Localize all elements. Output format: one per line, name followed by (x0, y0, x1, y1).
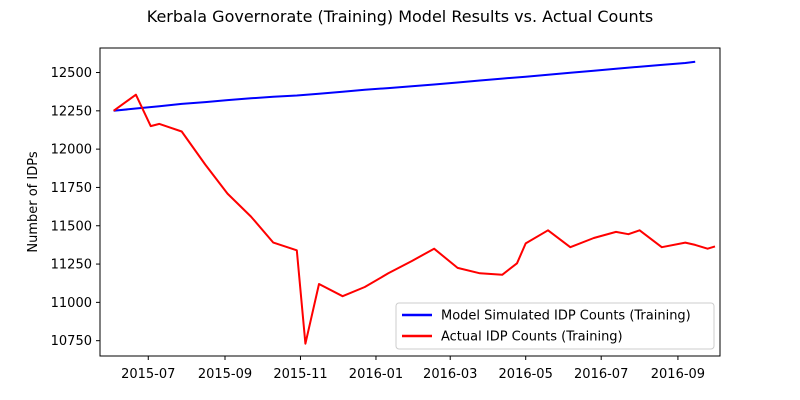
x-tick-label: 2016-09 (651, 367, 705, 382)
legend-label-1: Model Simulated IDP Counts (Training) (441, 309, 691, 324)
x-tick-label: 2016-07 (574, 367, 628, 382)
legend: Model Simulated IDP Counts (Training) Act… (395, 302, 715, 350)
y-tick-label: 12500 (51, 66, 92, 81)
chart-title: Kerbala Governorate (Training) Model Res… (147, 7, 653, 26)
legend-label-2: Actual IDP Counts (Training) (441, 330, 623, 345)
x-tick-label: 2016-01 (349, 367, 403, 382)
y-tick-label: 12250 (51, 104, 92, 119)
series-layer (113, 60, 716, 345)
series-line-2 (113, 93, 716, 345)
x-tick-label: 2015-11 (273, 367, 327, 382)
series-line-1 (113, 60, 696, 112)
y-axis-label: Number of IDPs (26, 151, 41, 252)
y-tick-label: 10750 (51, 334, 92, 349)
y-axis-ticks: 10750 11000 11250 11500 11750 12000 12250 12500 (51, 66, 100, 349)
x-tick-label: 2015-09 (198, 367, 252, 382)
x-tick-label: 2016-03 (423, 367, 477, 382)
y-tick-label: 12000 (51, 143, 92, 158)
axes-frame (99, 47, 721, 357)
x-tick-label: 2016-05 (499, 367, 553, 382)
y-tick-label: 11500 (51, 219, 92, 234)
legend-box (395, 302, 715, 350)
y-tick-label: 11750 (51, 181, 92, 196)
x-tick-label: 2015-07 (121, 367, 175, 382)
plot-area: 2015-07 2015-09 2015-11 2016-01 2016-03 2016-… (51, 47, 721, 382)
y-tick-label: 11000 (51, 296, 92, 311)
x-axis-ticks: 2015-07 2015-09 2015-11 2016-01 2016-03 2016-… (121, 356, 705, 382)
y-tick-label: 11250 (51, 258, 92, 273)
